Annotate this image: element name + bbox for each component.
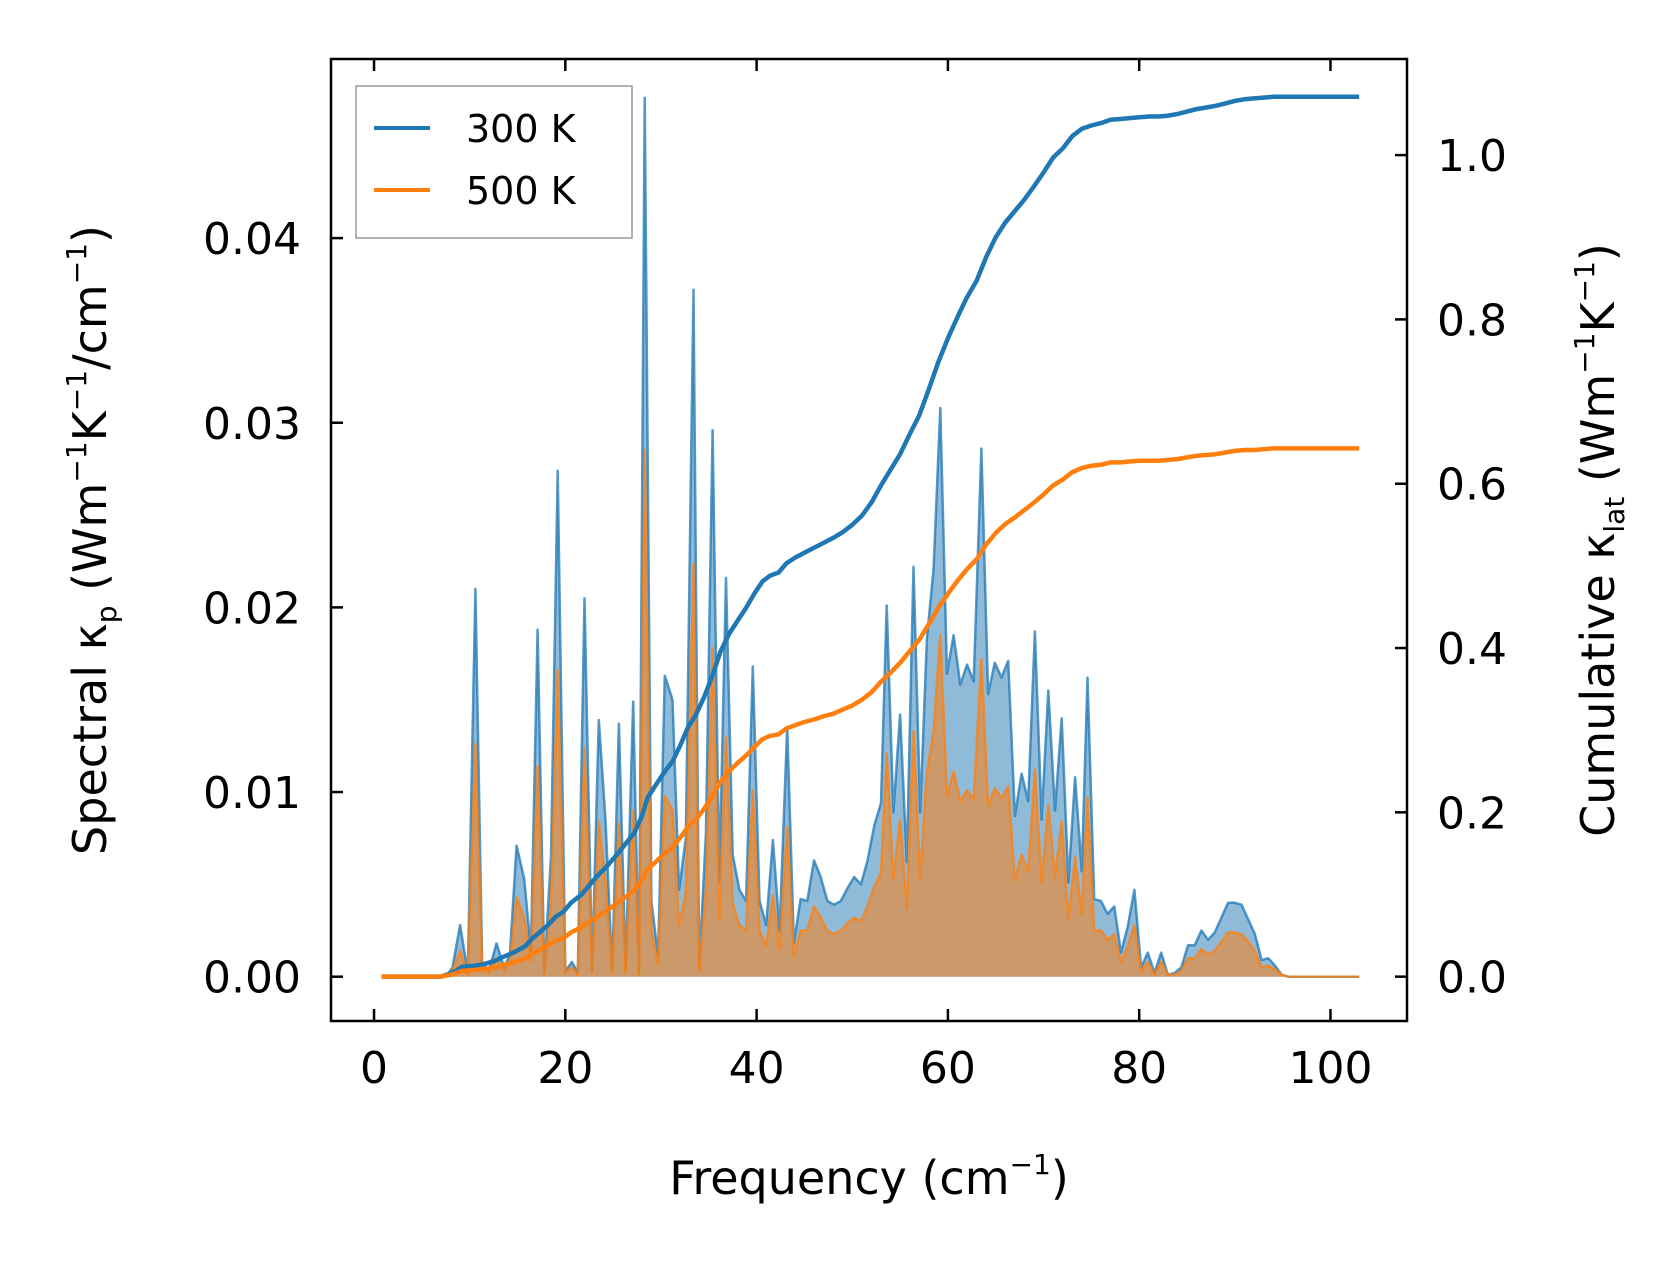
spectral-500k-line — [381, 449, 1360, 978]
x-axis-title-base: Frequency (cm — [669, 1151, 1009, 1205]
spectral-300k-line — [381, 96, 1360, 978]
x-tick-label: 20 — [537, 1043, 593, 1094]
y-left-title-d: /cm — [63, 284, 117, 370]
legend-label-500k: 500 K — [466, 169, 577, 213]
y-right-title-sup1: −1 — [1568, 333, 1601, 374]
y-right-tick-label: 0.8 — [1437, 295, 1507, 346]
cumulative-line-500k — [381, 446, 1360, 979]
y-right-tick-label: 1.0 — [1437, 131, 1507, 182]
y-right-title-b: (Wm — [1571, 374, 1625, 497]
ticks: 0 20 40 60 80 100 0.00 0.01 0.02 0.03 0.04 0.0 0.2 0.… — [203, 59, 1507, 1094]
x-axis-title-sup: −1 — [1010, 1148, 1051, 1181]
y-left-tick-label: 0.03 — [203, 399, 301, 450]
y-left-title-sup3: −1 — [60, 243, 93, 284]
y-right-title-d: ) — [1571, 243, 1625, 261]
y-right-title-sup2: −1 — [1568, 261, 1601, 302]
y-axis-left-title: Spectral κp (Wm−1K−1/cm−1) — [60, 225, 123, 855]
y-left-tick-label: 0.00 — [203, 953, 301, 1004]
plot-area — [381, 94, 1360, 979]
y-left-title-sup2: −1 — [60, 370, 93, 411]
y-right-tick-label: 0.4 — [1437, 624, 1507, 675]
legend: 300 K 500 K — [355, 85, 633, 239]
y-left-title-a: Spectral κ — [63, 623, 117, 855]
y-left-title-e: ) — [63, 225, 117, 243]
axes-frame — [329, 57, 1409, 1023]
spectral-500k-fill — [381, 450, 1360, 977]
x-axis-title-end: ) — [1051, 1151, 1069, 1205]
y-left-title-c: K — [63, 409, 117, 441]
legend-label-300k: 300 K — [466, 107, 577, 151]
x-tick-label: 60 — [920, 1043, 976, 1094]
y-left-title-b: (Wm — [63, 483, 117, 606]
x-tick-label: 80 — [1111, 1043, 1167, 1094]
y-right-tick-label: 0.2 — [1437, 788, 1507, 839]
y-right-title-sub: lat — [1598, 497, 1631, 533]
y-right-tick-label: 0.0 — [1437, 953, 1507, 1004]
y-right-title-a: Cumulative κ — [1571, 533, 1625, 837]
y-left-tick-label: 0.04 — [203, 214, 301, 265]
y-right-title-c: K — [1571, 301, 1625, 333]
cumulative-line-300k — [381, 94, 1360, 979]
y-axis-right-title: Cumulative κlat (Wm−1K−1) — [1568, 243, 1631, 837]
y-left-tick-label: 0.01 — [203, 768, 301, 819]
y-left-title-sub: p — [90, 606, 123, 624]
x-tick-label: 100 — [1288, 1043, 1372, 1094]
legend-box — [355, 85, 633, 239]
x-tick-label: 0 — [360, 1043, 388, 1094]
y-left-title-sup1: −1 — [60, 441, 93, 482]
x-axis-title: Frequency (cm−1) — [669, 1148, 1069, 1205]
y-right-tick-label: 0.6 — [1437, 460, 1507, 511]
y-left-tick-label: 0.02 — [203, 583, 301, 634]
x-tick-label: 40 — [729, 1043, 785, 1094]
